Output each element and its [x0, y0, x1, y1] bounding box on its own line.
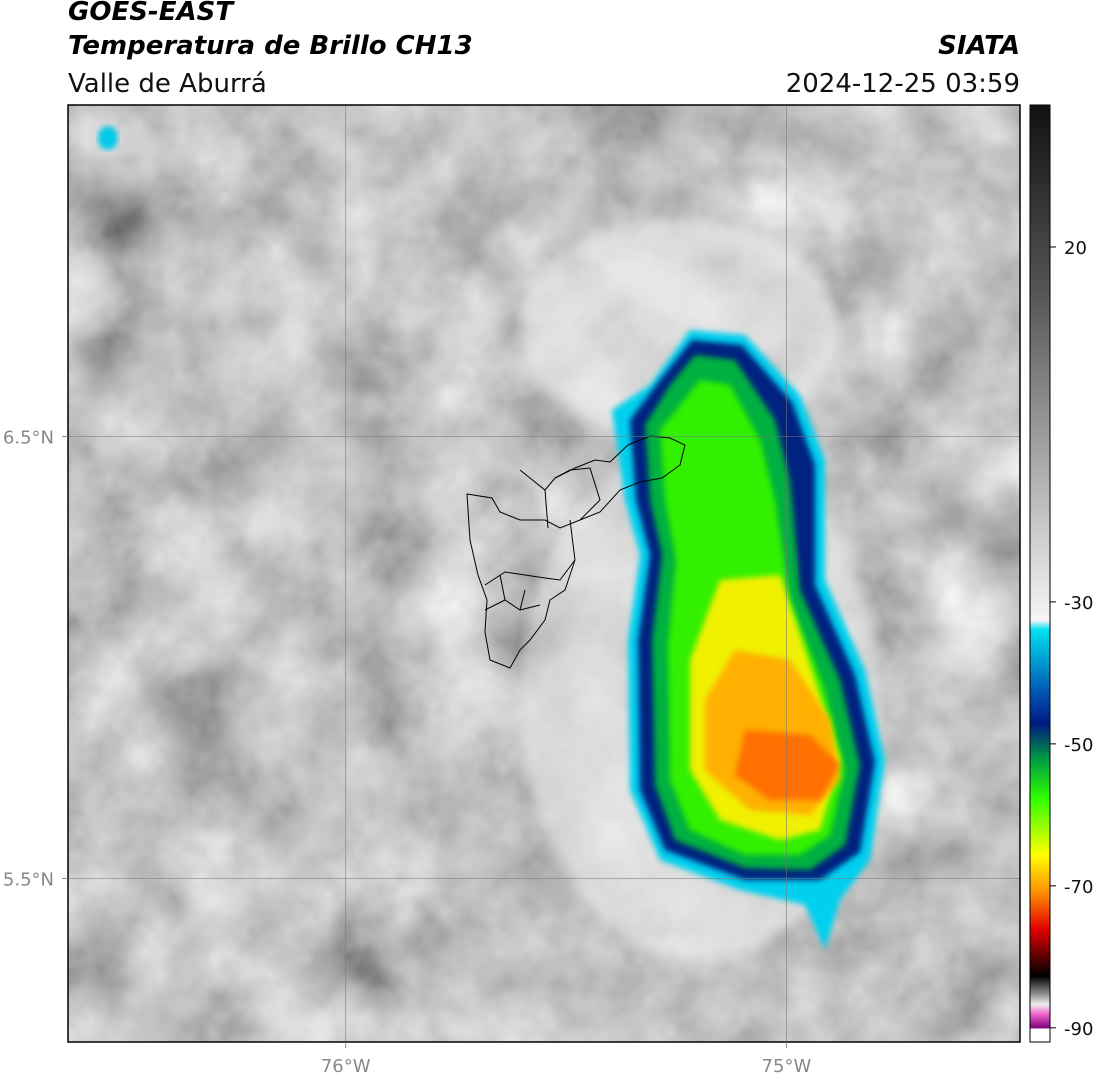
colorbar-tick-label: 20	[1064, 238, 1087, 259]
y-tick-label: 6.5°N	[3, 427, 54, 448]
municipal-boundaries	[466, 435, 686, 669]
colorbar-tick-label: -30	[1064, 593, 1093, 614]
map-image	[68, 105, 1020, 1042]
y-tick-label: 5.5°N	[3, 869, 54, 890]
source: SIATA	[938, 31, 1020, 61]
region: Valle de Aburrá	[68, 69, 267, 99]
colorbar	[1029, 104, 1051, 1043]
storm	[98, 126, 885, 950]
graticule	[68, 105, 1020, 1042]
subtitle: Temperatura de Brillo CH13	[68, 31, 473, 61]
colorbar-tick-label: -50	[1064, 735, 1093, 756]
title: GOES-EAST	[68, 0, 235, 27]
x-tick-label: 76°W	[321, 1056, 371, 1077]
x-tick-label: 75°W	[762, 1056, 812, 1077]
colorbar-tick-label: -70	[1064, 877, 1093, 898]
colorbar-tick-label: -90	[1064, 1019, 1093, 1040]
timestamp: 2024-12-25 03:59	[786, 69, 1020, 99]
map-frame	[67, 104, 1021, 1043]
